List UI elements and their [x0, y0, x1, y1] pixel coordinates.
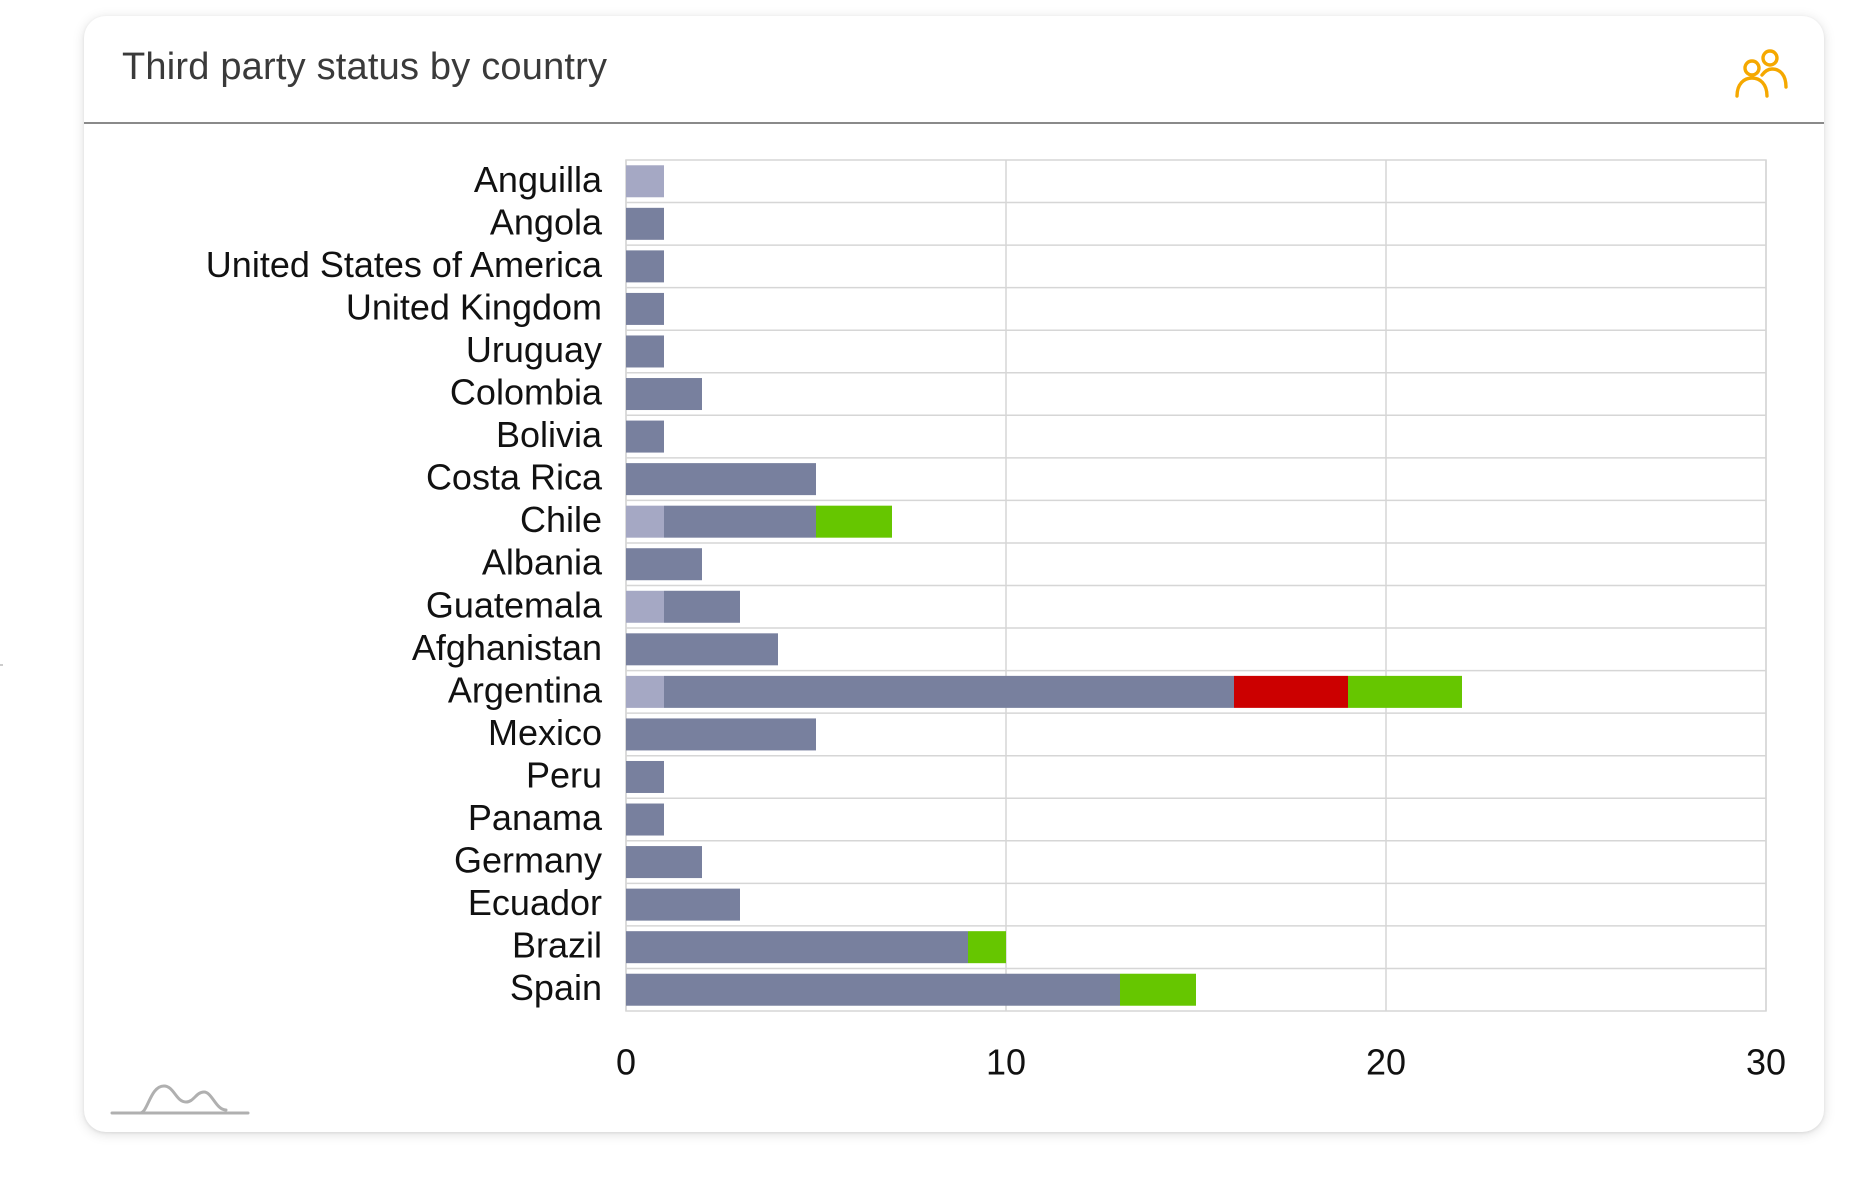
y-tick-label: Colombia: [450, 372, 603, 413]
bar-segment: [626, 292, 664, 325]
bar-segment: [626, 803, 664, 836]
y-tick-label: Panama: [468, 797, 603, 838]
y-tick-label: Bolivia: [496, 414, 603, 455]
bar-segment: [626, 760, 664, 793]
bar-segment: [626, 590, 664, 623]
bar-segment: [664, 505, 816, 538]
y-tick-label: Ecuador: [468, 882, 602, 923]
bar-segment: [626, 378, 702, 411]
card-title: Third party status by country: [122, 46, 608, 88]
y-tick-label: Chile: [520, 499, 602, 540]
bar-segment: [664, 675, 1234, 708]
bar-segment: [626, 207, 664, 240]
y-tick-label: Anguilla: [474, 159, 603, 200]
bar-segment: [626, 165, 664, 198]
bar-segment: [626, 548, 702, 581]
x-tick-label: 20: [1366, 1042, 1406, 1076]
y-tick-label: Spain: [510, 967, 602, 1008]
x-tick-label: 30: [1746, 1042, 1786, 1076]
y-tick-label: Guatemala: [426, 584, 603, 625]
bar-segment: [626, 931, 968, 964]
y-tick-label: Mexico: [488, 712, 602, 753]
y-tick-label: Albania: [482, 542, 603, 583]
bar-segment: [816, 505, 892, 538]
bar-segment: [626, 463, 816, 496]
stray-mark: [0, 664, 3, 666]
y-tick-label: Angola: [490, 201, 603, 242]
y-tick-label: Germany: [454, 840, 602, 881]
card-header: Third party status by country: [84, 16, 1824, 124]
y-tick-label: Peru: [526, 754, 602, 795]
x-tick-label: 10: [986, 1042, 1026, 1076]
bar-segment: [626, 505, 664, 538]
y-tick-label: Uruguay: [466, 329, 602, 370]
bar-segment: [626, 250, 664, 283]
bar-segment: [1234, 675, 1348, 708]
y-tick-label: Brazil: [512, 925, 602, 966]
bar-segment: [626, 633, 778, 666]
bar-segment: [626, 335, 664, 368]
bar-segment: [1120, 973, 1196, 1006]
y-tick-label: United States of America: [206, 244, 603, 285]
users-icon[interactable]: [1732, 44, 1790, 102]
x-tick-label: 0: [616, 1042, 636, 1076]
bar-segment: [968, 931, 1006, 964]
y-tick-label: Afghanistan: [412, 627, 602, 668]
chart-card: Third party status by country Anguilla An…: [84, 16, 1824, 1132]
bar-segment: [626, 718, 816, 751]
bar-segment: [664, 590, 740, 623]
y-tick-label: United Kingdom: [346, 286, 602, 327]
y-tick-label: Argentina: [448, 669, 603, 710]
bar-segment: [626, 888, 740, 921]
chart-logo-icon: [110, 1084, 250, 1115]
bar-segment: [626, 675, 664, 708]
bar-segment: [626, 846, 702, 879]
bar-segment: [626, 420, 664, 453]
y-tick-label: Costa Rica: [426, 457, 603, 498]
bar-segment: [1348, 675, 1462, 708]
bar-segment: [626, 973, 1120, 1006]
